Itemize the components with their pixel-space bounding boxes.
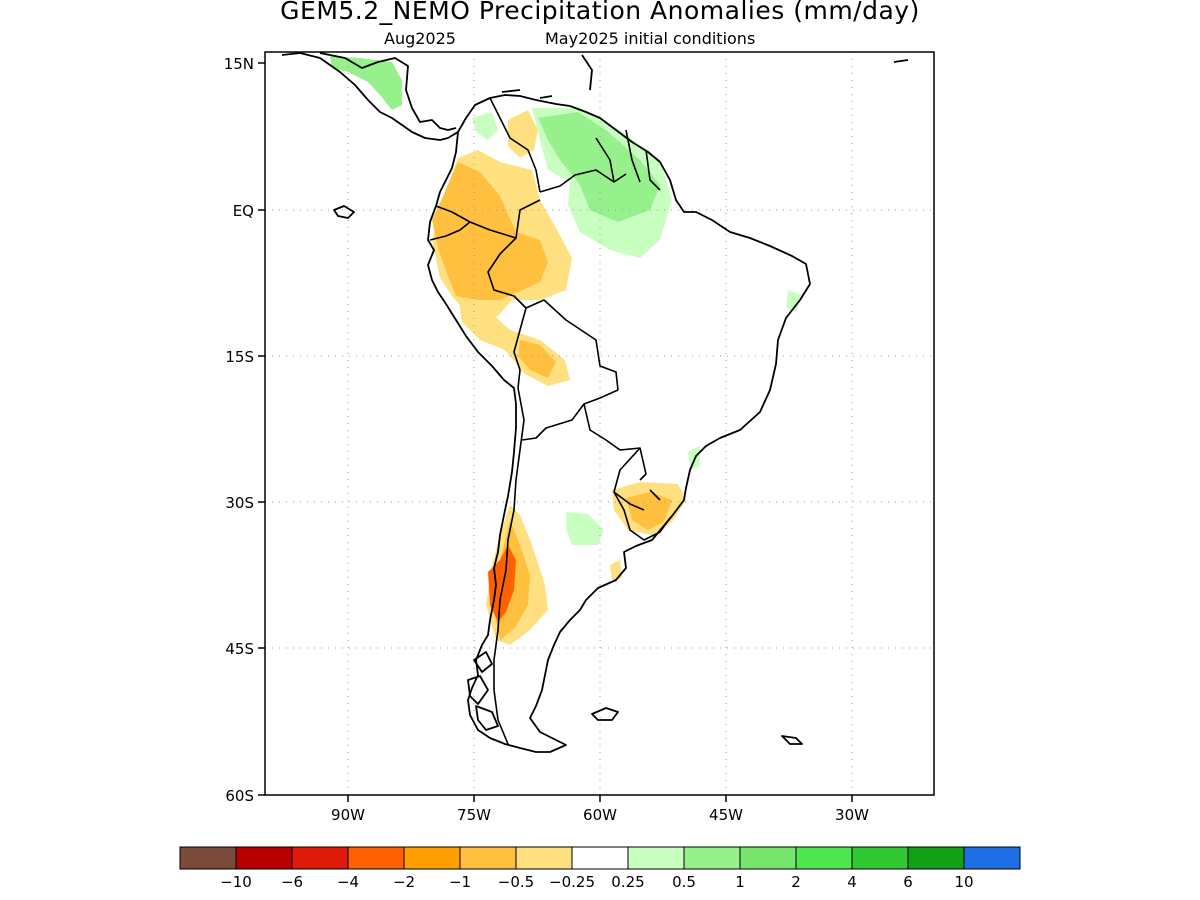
colorbar-swatch: [571, 846, 629, 870]
dry-anomaly-uruguay-core: [626, 492, 672, 530]
colorbar: −10 −6 −4 −2 −1 −0.5 −0.25 0.25 0.5 1 2 4 6 10: [179, 846, 1021, 891]
lon-label: 60W: [583, 806, 617, 824]
colorbar-label: 1: [735, 873, 745, 891]
falkland-islands: [591, 707, 619, 721]
colorbar-swatch: [515, 846, 573, 870]
guianas-borders: [595, 129, 661, 191]
colorbar-swatch: [683, 846, 741, 870]
lat-label: 60S: [225, 787, 254, 805]
wet-anomaly-argentina: [566, 512, 604, 545]
ecuador-peru-border: [429, 221, 471, 241]
colombia-peru-border: [435, 199, 541, 239]
chile-argentina-border: [493, 387, 525, 745]
colorbar-label: 0.25: [611, 873, 644, 891]
south-georgia: [781, 735, 803, 745]
colombia-venezuela-border: [489, 97, 541, 193]
dry-anomaly-bolivia: [458, 296, 570, 386]
bolivia-brazil-border: [525, 299, 619, 391]
colorbar-swatch: [795, 846, 853, 870]
peru-brazil-border: [487, 237, 527, 309]
map-title: GEM5.2_NEMO Precipitation Anomalies (mm/…: [280, 0, 920, 25]
gridlines: [265, 52, 934, 795]
colorbar-swatch: [459, 846, 517, 870]
bolivia-paraguay-border: [521, 389, 619, 441]
wet-anomaly-venezuela-west: [472, 112, 498, 140]
southern-islands-coast: [467, 651, 499, 731]
colorbar-swatch: [291, 846, 349, 870]
lon-label: 90W: [331, 806, 365, 824]
colorbar-label: −6: [281, 873, 303, 891]
colorbar-label: −1: [449, 873, 471, 891]
wet-anomaly-ne-brazil: [786, 290, 802, 312]
paraguay-argentina-border: [583, 403, 647, 481]
south-america-coast: [427, 94, 811, 753]
colorbar-swatch: [739, 846, 797, 870]
colorbar-label: 0.5: [672, 873, 696, 891]
valid-month: Aug2025: [384, 29, 456, 48]
colorbar-label: −0.5: [498, 873, 534, 891]
country-borders: [429, 97, 671, 745]
colorbar-swatch: [179, 846, 237, 870]
dry-anomaly-nw-amazon-core: [432, 162, 548, 300]
colorbar-swatch: [627, 846, 685, 870]
colorbar-label: 2: [791, 873, 801, 891]
lat-label: 30S: [225, 494, 254, 512]
colorbar-label: −2: [393, 873, 415, 891]
colorbar-swatch: [907, 846, 965, 870]
wet-anomaly-central-america: [330, 56, 402, 110]
colorbar-label: −4: [337, 873, 359, 891]
venezuela-brazil-border: [539, 169, 627, 193]
peru-bolivia-border: [513, 307, 527, 389]
coastlines: [281, 52, 909, 753]
anomaly-shading: [330, 56, 802, 645]
central-america-coast: [281, 52, 459, 141]
colorbar-label: −10: [220, 873, 252, 891]
lon-label: 75W: [457, 806, 491, 824]
colorbar-swatch: [347, 846, 405, 870]
longitude-labels: 90W 75W 60W 45W 30W: [331, 806, 869, 824]
colorbar-label: 10: [954, 873, 973, 891]
lat-label: EQ: [233, 202, 254, 220]
lon-label: 45W: [709, 806, 743, 824]
uruguay-border: [613, 489, 671, 541]
dry-anomaly-venezuela: [508, 110, 538, 158]
colorbar-swatch: [851, 846, 909, 870]
colorbar-label: 4: [847, 873, 857, 891]
latitude-labels: 15N EQ 15S 30S 45S 60S: [224, 55, 254, 805]
tick-marks: [258, 62, 853, 802]
wet-anomaly-se-brazil: [688, 446, 700, 470]
colorbar-label: −0.25: [549, 873, 595, 891]
wet-anomaly-guianas-core: [538, 112, 660, 222]
initial-conditions: May2025 initial conditions: [545, 29, 756, 48]
lat-label: 45S: [225, 640, 254, 658]
dry-anomaly-patagonia-strong: [488, 545, 516, 622]
lat-label: 15S: [225, 348, 254, 366]
lon-label: 30W: [835, 806, 869, 824]
colorbar-swatch: [235, 846, 293, 870]
dry-anomaly-buenos-aires: [610, 560, 622, 580]
colorbar-swatch: [403, 846, 461, 870]
lat-label: 15N: [224, 55, 254, 73]
dry-anomaly-bolivia-core: [518, 340, 556, 378]
colorbar-label: 6: [903, 873, 913, 891]
galapagos: [333, 205, 355, 219]
caribbean-islands: [501, 54, 909, 99]
colorbar-swatch: [963, 846, 1021, 870]
